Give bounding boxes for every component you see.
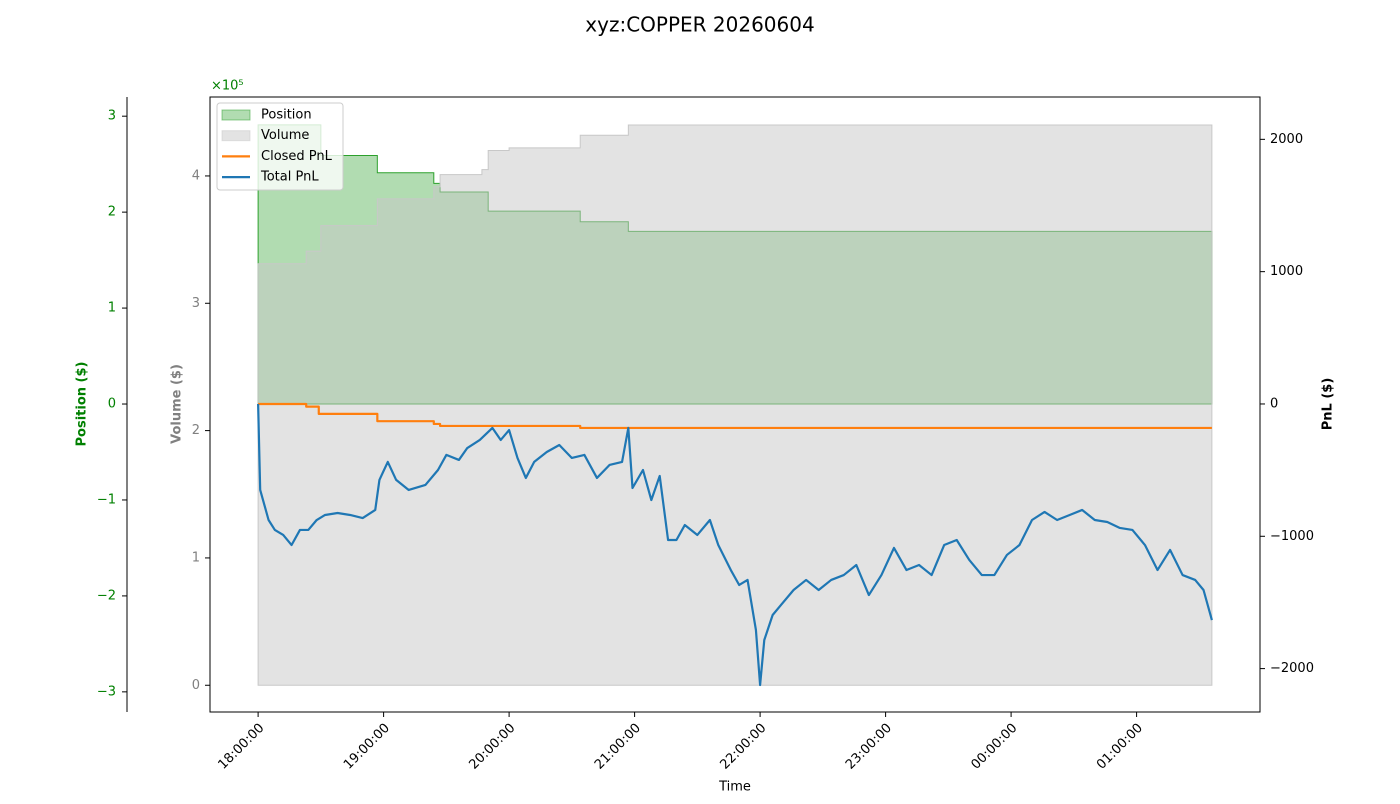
- axis-offset-label: ×10⁵: [211, 79, 244, 94]
- legend-box: [216, 102, 344, 191]
- legend-swatch: [221, 109, 251, 121]
- pnl-tick-label: 2000: [1270, 132, 1303, 147]
- position-tick-label: 1: [108, 301, 116, 316]
- volume-tick-label: 4: [192, 168, 200, 183]
- x-tick-label: 18:00:00: [216, 721, 268, 773]
- pnl-tick-label: −1000: [1270, 529, 1314, 544]
- position-tick-label: 3: [108, 109, 116, 124]
- x-tick-label: 21:00:00: [592, 721, 644, 773]
- chart-title: xyz:COPPER 20260604: [585, 13, 814, 37]
- x-tick-label: 19:00:00: [341, 721, 393, 773]
- plot-frame: [209, 96, 1261, 713]
- legend-label: Closed PnL: [261, 149, 333, 164]
- legend-label: Total PnL: [260, 170, 319, 185]
- line: [257, 403, 1213, 687]
- volume-tick-label: 3: [192, 296, 200, 311]
- position-axis-label: Position ($): [75, 362, 90, 447]
- position-tick-label: 2: [108, 205, 116, 220]
- volume-tick-label: 0: [192, 678, 200, 693]
- position-tick-label: 0: [108, 397, 116, 412]
- pnl-tick-label: −2000: [1270, 661, 1314, 676]
- area: [257, 124, 1213, 686]
- volume-tick-label: 2: [192, 423, 200, 438]
- volume-tick-label: 1: [192, 550, 200, 565]
- position-tick-label: −3: [97, 684, 116, 699]
- x-tick-label: 00:00:00: [969, 721, 1021, 773]
- legend-label: Volume: [261, 128, 309, 143]
- legend-swatch: [221, 130, 251, 142]
- position-tick-label: −1: [97, 492, 116, 507]
- position-tick-label: −2: [97, 588, 116, 603]
- x-axis-label: Time: [718, 780, 751, 795]
- volume-axis-label: Volume ($): [170, 364, 185, 444]
- x-tick-label: 20:00:00: [467, 721, 519, 773]
- x-tick-label: 01:00:00: [1094, 721, 1146, 773]
- pnl-axis-label: PnL ($): [1321, 378, 1336, 431]
- pnl-tick-label: 0: [1270, 396, 1278, 411]
- line: [258, 402, 1212, 430]
- x-tick-label: 23:00:00: [843, 721, 895, 773]
- legend-label: Position: [261, 108, 312, 123]
- x-tick-label: 22:00:00: [718, 721, 770, 773]
- pnl-tick-label: 1000: [1270, 264, 1303, 279]
